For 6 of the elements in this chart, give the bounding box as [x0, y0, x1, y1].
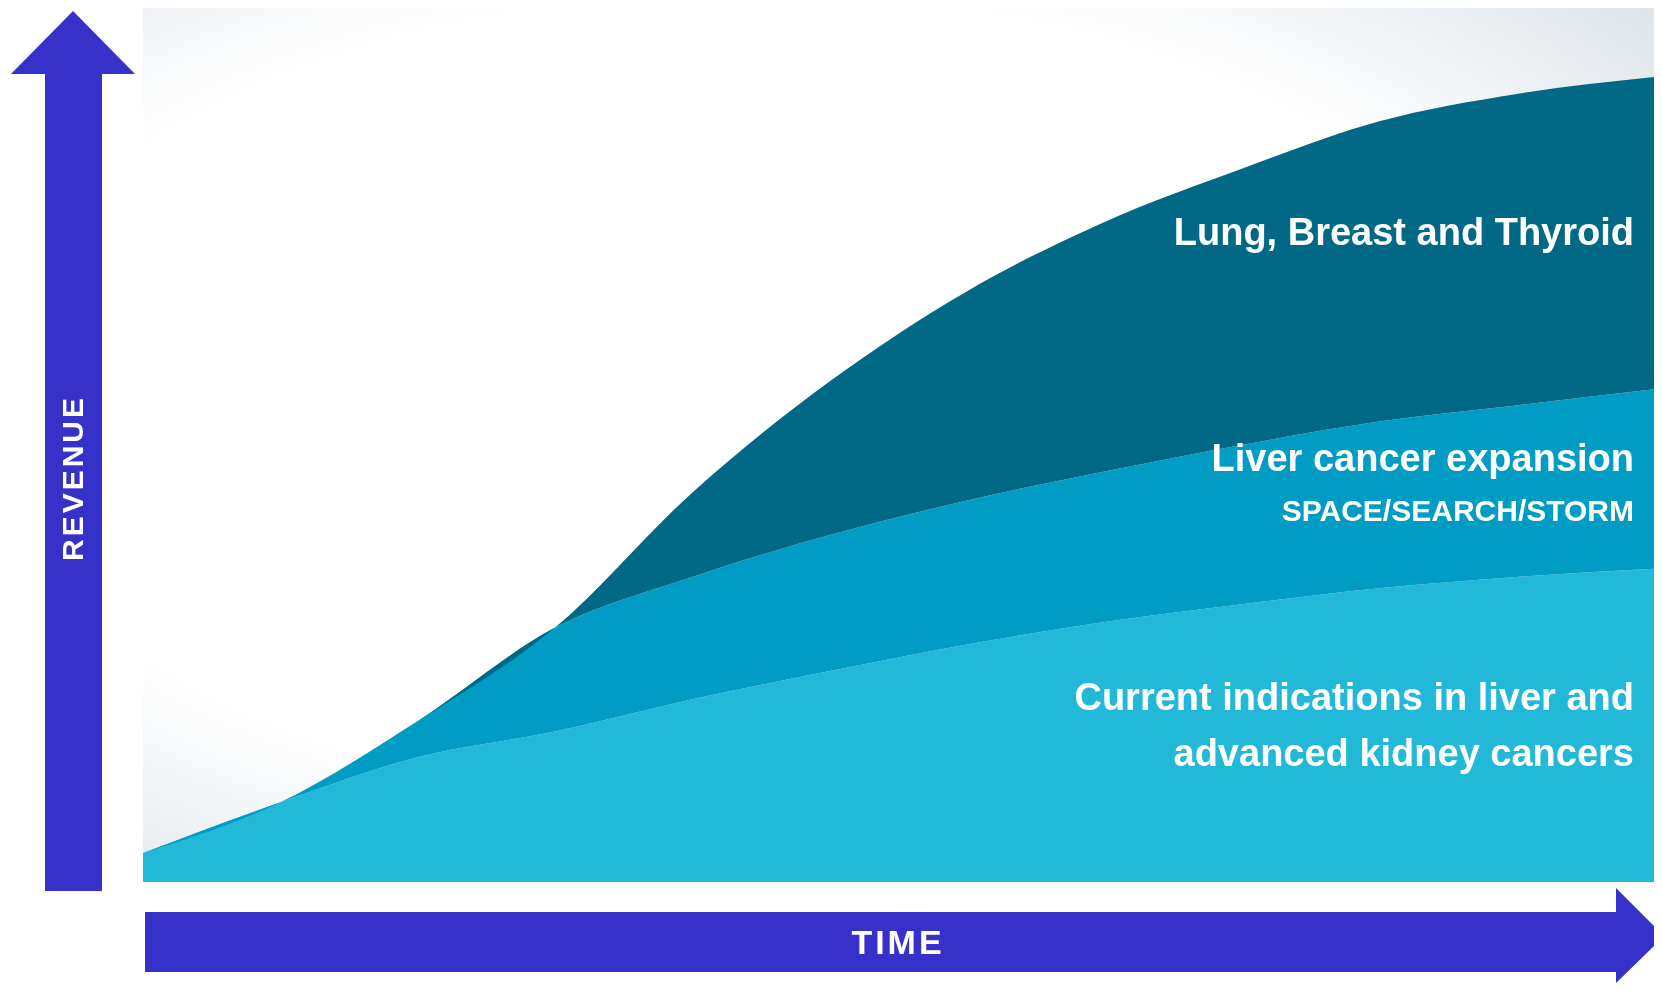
annotation: SPACE/SEARCH/STORM: [1281, 494, 1634, 529]
series-label: Liver cancer expansion: [1210, 436, 1634, 482]
x-axis-title: TIME: [851, 922, 945, 962]
series-label: Lung, Breast and Thyroid: [1172, 210, 1634, 256]
series-label: Current indications in liver and advanced kidney cancers: [1073, 675, 1634, 776]
y-axis-title: REVENUE: [56, 394, 90, 562]
